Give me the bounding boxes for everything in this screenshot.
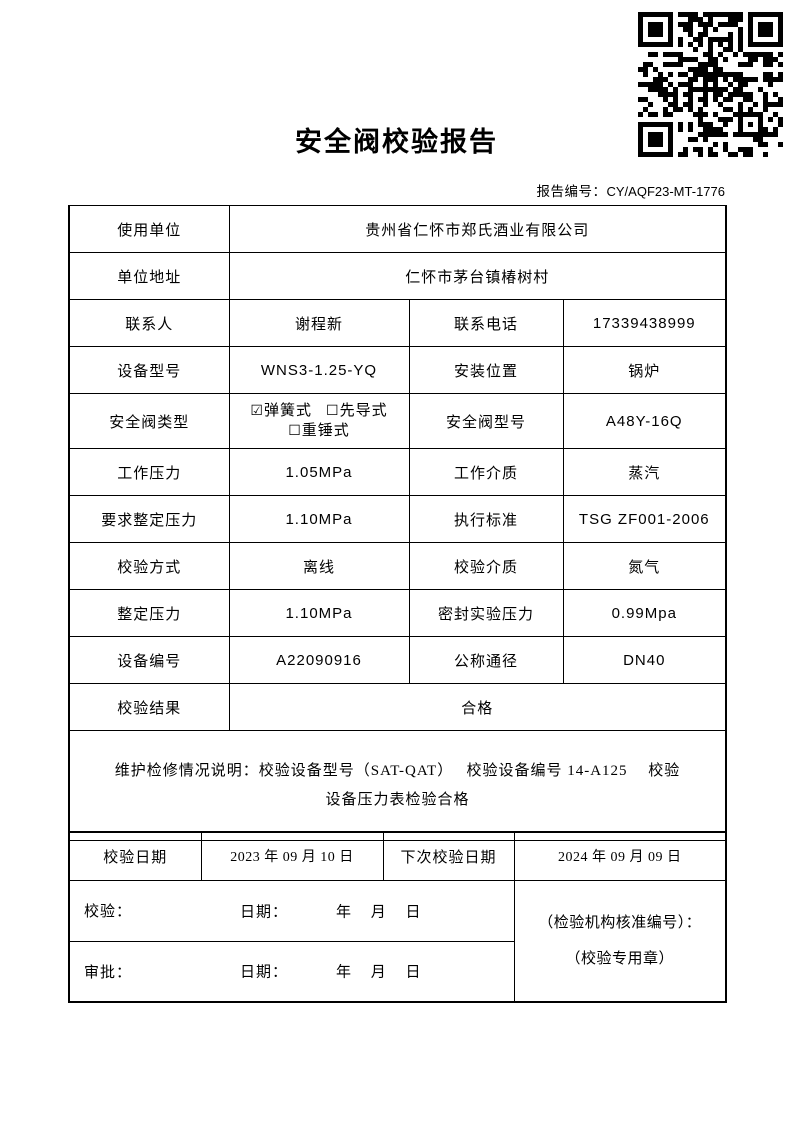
date-signature-table: 校验日期 2023 年 09 月 10 日 下次校验日期 2024 年 09 月… bbox=[68, 831, 727, 1003]
cell-label-check-date: 校验日期 bbox=[68, 831, 202, 881]
cell-label-check-medium: 校验介质 bbox=[408, 542, 564, 590]
cell-label-standard: 执行标准 bbox=[408, 495, 564, 543]
table-row: 校验结果 合格 bbox=[68, 683, 728, 731]
report-table: 使用单位 贵州省仁怀市郑氏酒业有限公司 单位地址 仁怀市茅台镇椿树村 联系人 谢… bbox=[67, 205, 728, 841]
approver-signature-cell: 审批： 日期： 年 月 日 bbox=[68, 940, 515, 1003]
cell-value-contact: 谢程新 bbox=[228, 299, 410, 347]
cell-value-check-date: 2023 年 09 月 10 日 bbox=[200, 831, 384, 881]
cell-label-nominal-diameter: 公称通径 bbox=[408, 636, 564, 684]
cell-value-result: 合格 bbox=[228, 683, 728, 731]
cell-value-address: 仁怀市茅台镇椿树村 bbox=[228, 252, 728, 300]
checker-date-label: 日期： bbox=[240, 904, 289, 920]
report-number-label: 报告编号： bbox=[536, 184, 607, 199]
table-row: 使用单位 贵州省仁怀市郑氏酒业有限公司 bbox=[68, 205, 728, 253]
cell-label-user-unit: 使用单位 bbox=[68, 205, 230, 253]
stamp-area: （检验机构核准编号）： （校验专用章） bbox=[513, 879, 727, 1003]
checkbox-pilot[interactable]: ☐ bbox=[326, 402, 340, 419]
checkbox-weight[interactable]: ☐ bbox=[288, 423, 302, 439]
table-row: 要求整定压力 1.10MPa 执行标准 TSG ZF001-2006 bbox=[68, 495, 728, 543]
qr-code bbox=[638, 12, 783, 157]
cell-label-valve-model: 安全阀型号 bbox=[408, 393, 564, 449]
checkbox-spring[interactable]: ☑ bbox=[250, 402, 264, 419]
table-row-checker: 校验： 日期： 年 月 日 （检验机构核准编号）： （校验专用章） bbox=[68, 879, 727, 1003]
cell-label-install-location: 安装位置 bbox=[408, 346, 564, 394]
cell-value-standard: TSG ZF001-2006 bbox=[562, 495, 728, 543]
cell-value-install-location: 锅炉 bbox=[562, 346, 728, 394]
cell-label-next-check-date: 下次校验日期 bbox=[382, 831, 515, 881]
report-number-value: CY/AQF23-MT-1776 bbox=[606, 184, 726, 199]
cell-label-phone: 联系电话 bbox=[408, 299, 564, 347]
cell-value-required-set-pressure: 1.10MPa bbox=[228, 495, 410, 543]
cell-value-working-pressure: 1.05MPa bbox=[228, 448, 410, 496]
checker-label: 校验： bbox=[84, 904, 133, 920]
cell-value-valve-model: A48Y-16Q bbox=[562, 393, 728, 449]
cell-value-seal-test-pressure: 0.99Mpa bbox=[562, 589, 728, 637]
table-row: 联系人 谢程新 联系电话 17339438999 bbox=[68, 299, 728, 347]
cell-value-nominal-diameter: DN40 bbox=[562, 636, 728, 684]
cell-label-working-medium: 工作介质 bbox=[408, 448, 564, 496]
maintenance-note-line-1: 维护检修情况说明：校验设备型号（SAT-QAT） 校验设备编号 14-A125 … bbox=[114, 763, 681, 779]
cell-value-equipment-no: A22090916 bbox=[228, 636, 410, 684]
cell-value-check-medium: 氮气 bbox=[562, 542, 728, 590]
cell-label-check-method: 校验方式 bbox=[68, 542, 230, 590]
cell-value-next-check-date: 2024 年 09 月 09 日 bbox=[513, 831, 727, 881]
cell-label-contact: 联系人 bbox=[68, 299, 230, 347]
checker-ymd: 年 月 日 bbox=[336, 904, 429, 920]
approver-date-group: 日期： 年 月 日 bbox=[240, 961, 429, 982]
table-row: 工作压力 1.05MPa 工作介质 蒸汽 bbox=[68, 448, 728, 496]
table-row: 设备编号 A22090916 公称通径 DN40 bbox=[68, 636, 728, 684]
cell-label-equipment-no: 设备编号 bbox=[68, 636, 230, 684]
maintenance-note: 维护检修情况说明：校验设备型号（SAT-QAT） 校验设备编号 14-A125 … bbox=[67, 730, 728, 841]
approver-label: 审批： bbox=[84, 964, 133, 981]
cell-label-address: 单位地址 bbox=[68, 252, 230, 300]
cell-value-working-medium: 蒸汽 bbox=[562, 448, 728, 496]
checker-date-group: 日期： 年 月 日 bbox=[240, 900, 429, 921]
table-row-note: 维护检修情况说明：校验设备型号（SAT-QAT） 校验设备编号 14-A125 … bbox=[67, 730, 728, 841]
cell-label-set-pressure: 整定压力 bbox=[68, 589, 230, 637]
cell-value-set-pressure: 1.10MPa bbox=[228, 589, 410, 637]
approver-date-label: 日期： bbox=[240, 964, 289, 981]
cell-label-result: 校验结果 bbox=[68, 683, 230, 731]
table-row: 安全阀类型 ☑弹簧式 ☐先导式 ☐重锤式 安全阀型号 A48Y-16Q bbox=[68, 393, 728, 449]
table-row: 校验方式 离线 校验介质 氮气 bbox=[68, 542, 728, 590]
approver-ymd: 年 月 日 bbox=[336, 964, 429, 981]
cell-label-required-set-pressure: 要求整定压力 bbox=[68, 495, 230, 543]
valve-type-line-2: ☐重锤式 bbox=[234, 421, 405, 441]
cell-label-equipment-model: 设备型号 bbox=[68, 346, 230, 394]
cell-label-valve-type: 安全阀类型 bbox=[68, 393, 230, 449]
cell-label-seal-test-pressure: 密封实验压力 bbox=[408, 589, 564, 637]
cell-value-user-unit: 贵州省仁怀市郑氏酒业有限公司 bbox=[228, 205, 728, 253]
table-row-approver: 审批： 日期： 年 月 日 bbox=[68, 940, 726, 1003]
stamp-approval-number: （检验机构核准编号）： bbox=[538, 914, 702, 931]
checkbox-weight-label: 重锤式 bbox=[301, 423, 350, 439]
cell-value-valve-type: ☑弹簧式 ☐先导式 ☐重锤式 bbox=[228, 393, 410, 449]
checker-signature-cell: 校验： 日期： 年 月 日 bbox=[68, 879, 515, 942]
checkbox-spring-label: 弹簧式 bbox=[263, 402, 312, 419]
table-row: 设备型号 WNS3-1.25-YQ 安装位置 锅炉 bbox=[68, 346, 728, 394]
stamp-special-seal: （校验专用章） bbox=[565, 950, 674, 967]
report-number: 报告编号：CY/AQF23-MT-1776 bbox=[537, 180, 726, 200]
checkbox-pilot-label: 先导式 bbox=[339, 402, 388, 419]
valve-type-line-1: ☑弹簧式 ☐先导式 bbox=[234, 401, 405, 421]
maintenance-note-line-2: 设备压力表检验合格 bbox=[325, 791, 470, 808]
cell-value-equipment-model: WNS3-1.25-YQ bbox=[228, 346, 410, 394]
page-title: 安全阀校验报告 bbox=[295, 127, 498, 158]
table-row: 整定压力 1.10MPa 密封实验压力 0.99Mpa bbox=[68, 589, 728, 637]
cell-label-working-pressure: 工作压力 bbox=[68, 448, 230, 496]
cell-value-phone: 17339438999 bbox=[562, 299, 728, 347]
table-row-dates: 校验日期 2023 年 09 月 10 日 下次校验日期 2024 年 09 月… bbox=[68, 831, 727, 881]
table-row: 单位地址 仁怀市茅台镇椿树村 bbox=[68, 252, 728, 300]
cell-value-check-method: 离线 bbox=[228, 542, 410, 590]
